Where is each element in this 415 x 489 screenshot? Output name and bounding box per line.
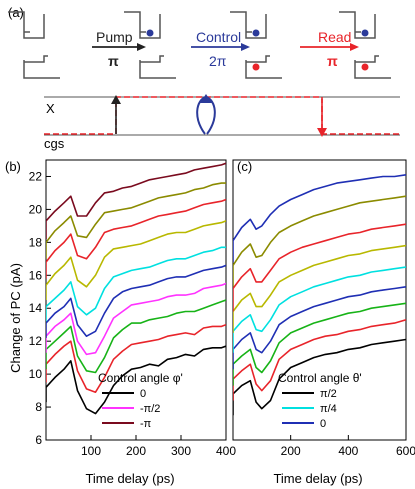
c-x-axis-label: Time delay (ps) [273, 471, 362, 486]
x-tick-label: 400 [216, 444, 236, 458]
x-tick-label: 100 [81, 444, 101, 458]
series-line-1 [46, 345, 226, 415]
series-line-9 [233, 174, 406, 263]
plot-c: 200 400 600 Control angle θ' π/2 π/4 0 [232, 159, 415, 458]
pump-transition-head [111, 95, 121, 104]
x-tick-label: 600 [396, 444, 415, 458]
y-axis-label: Change of PC (pA) [8, 263, 23, 373]
y-tick-label: 20 [29, 202, 43, 216]
series-line-6 [233, 244, 406, 333]
level-scheme: X cgs [44, 94, 400, 151]
ladder-1 [8, 11, 60, 79]
read-pulse: π [327, 53, 338, 69]
lower-edge [23, 60, 60, 79]
lower-well [355, 55, 379, 63]
legend-title: Control angle θ' [278, 371, 362, 385]
control-pulse: 2π [209, 53, 227, 69]
series-line-3 [233, 302, 406, 386]
pump-arrowhead [137, 43, 146, 51]
control-arrowhead [241, 43, 250, 51]
legend-label: 0 [320, 418, 326, 430]
panel-c-label: (c) [237, 159, 252, 174]
lower-edge [354, 60, 391, 79]
series-line-5 [233, 266, 406, 353]
red-dashed-path [44, 96, 400, 135]
y-tick-label: 6 [35, 433, 42, 447]
series-line-4 [46, 282, 226, 356]
series-line-6 [46, 246, 226, 322]
legend-title: Control angle φ' [98, 371, 183, 385]
series-line-4 [233, 286, 406, 370]
x-tick-label: 400 [338, 444, 358, 458]
level-ladders [8, 11, 391, 79]
plot-b: 100 200 300 400 6 8 10 12 14 16 18 20 22 Control angl… [29, 159, 236, 458]
y-tick-label: 10 [29, 367, 43, 381]
y-tick-label: 18 [29, 235, 43, 249]
legend-label: 0 [140, 388, 146, 400]
legend: Control angle φ' 0 -π/2 -π [98, 371, 183, 430]
upper-well [339, 11, 376, 39]
y-tick-label: 14 [29, 301, 43, 315]
legend-label: -π/2 [140, 403, 160, 415]
y-tick-label: 12 [29, 334, 43, 348]
pump-pulse: π [108, 53, 119, 69]
series-line-7 [46, 220, 226, 300]
series-line-1 [233, 338, 406, 416]
ladder-2 [124, 11, 176, 79]
lower-edge [245, 60, 282, 79]
pump-step: Pump π [92, 29, 146, 69]
read-arrowhead [350, 43, 359, 51]
pump-label: Pump [96, 29, 133, 45]
legend-label: π/2 [320, 388, 337, 400]
lower-edge [139, 60, 176, 79]
read-transition-head [317, 128, 327, 137]
series-line-9 [46, 182, 226, 259]
lower-well [24, 55, 48, 63]
b-x-axis-label: Time delay (ps) [85, 471, 174, 486]
series-line-5 [46, 264, 226, 338]
y-tick-label: 8 [35, 400, 42, 414]
legend-label: -π [140, 418, 152, 430]
control-step: Control 2π [191, 29, 250, 69]
control-label: Control [196, 29, 241, 45]
series-line-2 [46, 323, 226, 394]
series-line-3 [46, 299, 226, 374]
electron-dot [361, 29, 369, 37]
ladder-3 [230, 11, 282, 79]
series-line-8 [233, 195, 406, 287]
y-tick-label: 16 [29, 268, 43, 282]
lower-well [246, 55, 270, 63]
series-line-8 [46, 198, 226, 279]
legend-label: π/4 [320, 403, 337, 415]
control-loop-head [200, 94, 212, 103]
read-label: Read [318, 29, 351, 45]
x-tick-label: 300 [171, 444, 191, 458]
legend: Control angle θ' π/2 π/4 0 [278, 371, 362, 430]
x-tick-label: 200 [126, 444, 146, 458]
hole-dot [361, 63, 369, 71]
lower-well [140, 55, 164, 63]
x-level-label: X [46, 101, 55, 116]
series-group [233, 174, 406, 416]
upper-well [230, 11, 267, 39]
electron-dot [146, 29, 154, 37]
upper-well [8, 11, 45, 39]
series-line-7 [233, 223, 406, 312]
ladder-4 [339, 11, 391, 79]
read-step: Read π [300, 29, 359, 69]
panel-b-label: (b) [5, 159, 21, 174]
y-tick-label: 22 [29, 169, 43, 183]
upper-well [124, 11, 161, 39]
series-line-10 [46, 162, 226, 240]
hole-dot [252, 63, 260, 71]
electron-dot [252, 29, 260, 37]
x-tick-label: 200 [281, 444, 301, 458]
series-group [46, 162, 226, 415]
cgs-level-label: cgs [44, 136, 65, 151]
series-line-2 [233, 319, 406, 401]
